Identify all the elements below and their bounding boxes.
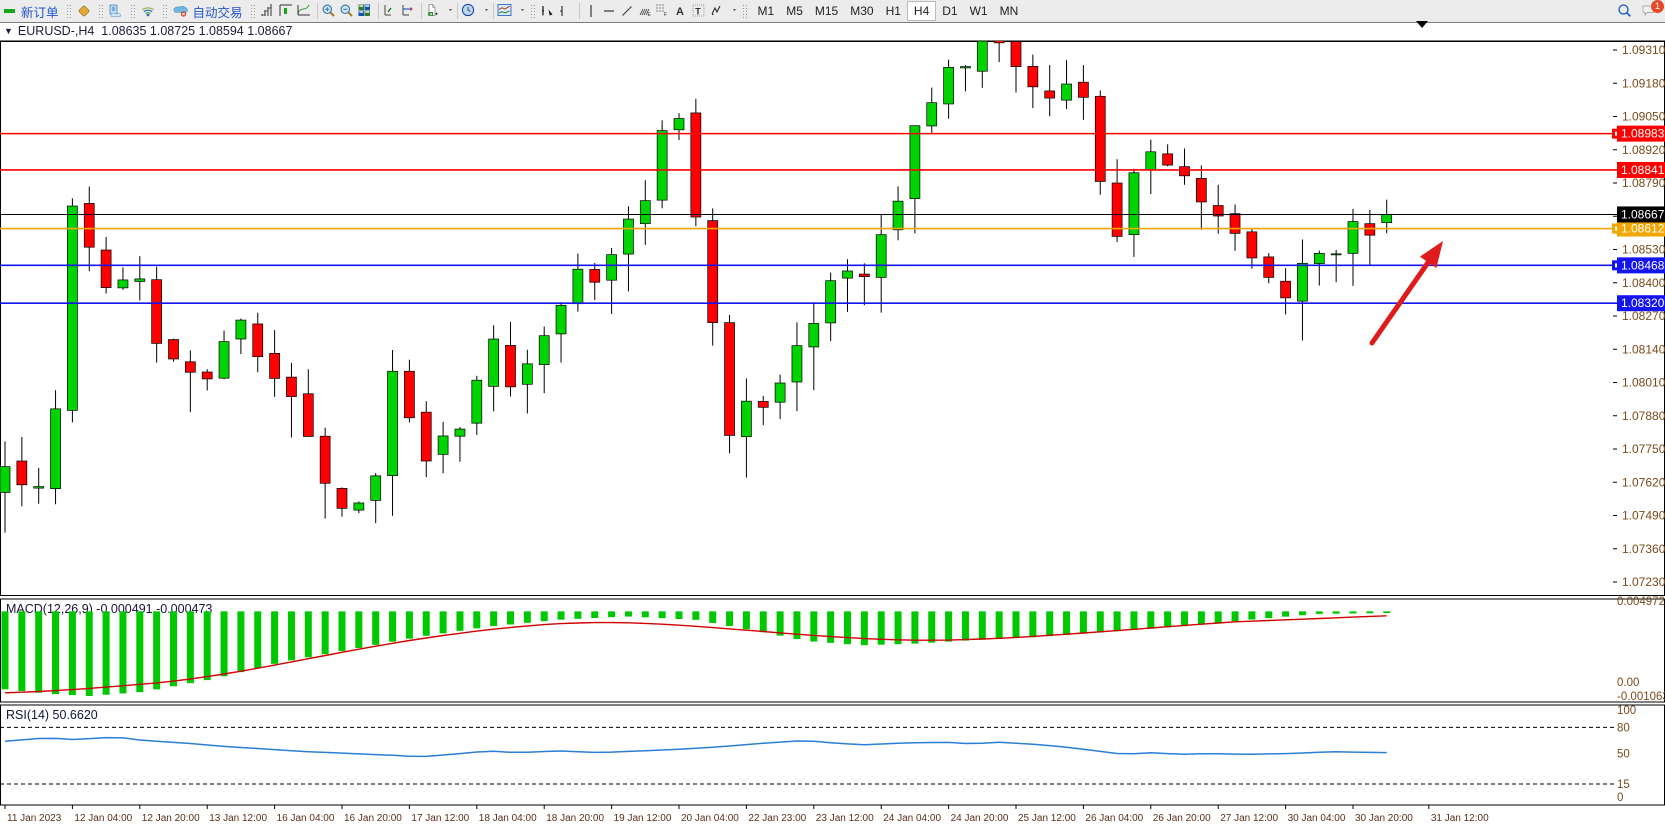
svg-text:1.08320: 1.08320	[1621, 296, 1665, 310]
svg-text:16 Jan 20:00: 16 Jan 20:00	[344, 813, 402, 824]
svg-text:26 Jan 04:00: 26 Jan 04:00	[1085, 813, 1143, 824]
svg-text:0.004972: 0.004972	[1617, 596, 1665, 608]
svg-text:19 Jan 12:00: 19 Jan 12:00	[614, 813, 672, 824]
svg-text:1.08140: 1.08140	[1622, 342, 1665, 356]
svg-text:E: E	[647, 12, 651, 18]
svg-text:15: 15	[1617, 779, 1630, 791]
svg-text:17 Jan 12:00: 17 Jan 12:00	[411, 813, 469, 824]
svg-text:1.09310: 1.09310	[1622, 43, 1665, 57]
svg-text:18 Jan 20:00: 18 Jan 20:00	[546, 813, 604, 824]
svg-text:18 Jan 04:00: 18 Jan 04:00	[479, 813, 537, 824]
svg-text:11 Jan 2023: 11 Jan 2023	[7, 813, 62, 824]
svg-text:20 Jan 04:00: 20 Jan 04:00	[681, 813, 739, 824]
svg-text:25 Jan 12:00: 25 Jan 12:00	[1018, 813, 1076, 824]
svg-text:1.08530: 1.08530	[1622, 243, 1665, 257]
svg-text:0.00: 0.00	[1617, 677, 1639, 689]
svg-text:1.08920: 1.08920	[1622, 143, 1665, 157]
svg-text:100: 100	[1617, 705, 1636, 717]
svg-text:1.08983: 1.08983	[1621, 127, 1665, 141]
svg-text:31 Jan 12:00: 31 Jan 12:00	[1431, 813, 1489, 824]
svg-text:12 Jan 20:00: 12 Jan 20:00	[142, 813, 200, 824]
svg-text:1.08400: 1.08400	[1622, 276, 1665, 290]
svg-text:1.07230: 1.07230	[1622, 575, 1665, 589]
svg-text:16 Jan 04:00: 16 Jan 04:00	[277, 813, 335, 824]
svg-text:-0.001063: -0.001063	[1617, 691, 1665, 703]
svg-text:80: 80	[1617, 722, 1630, 734]
svg-text:1.08841: 1.08841	[1621, 163, 1665, 177]
svg-text:30 Jan 04:00: 30 Jan 04:00	[1288, 813, 1346, 824]
svg-text:1.08612: 1.08612	[1621, 222, 1665, 236]
svg-text:50: 50	[1617, 749, 1630, 761]
svg-text:23 Jan 12:00: 23 Jan 12:00	[816, 813, 874, 824]
svg-text:1.07750: 1.07750	[1622, 442, 1665, 456]
svg-text:1.07880: 1.07880	[1622, 409, 1665, 423]
svg-text:1.08468: 1.08468	[1621, 258, 1665, 272]
svg-text:A: A	[676, 6, 684, 18]
svg-text:RSI(14) 50.6620: RSI(14) 50.6620	[6, 708, 98, 722]
svg-text:T: T	[695, 7, 701, 17]
svg-text:1.08010: 1.08010	[1622, 376, 1665, 390]
svg-text:0: 0	[1617, 792, 1623, 804]
svg-text:1.08667: 1.08667	[1621, 207, 1665, 221]
svg-text:1.09050: 1.09050	[1622, 110, 1665, 124]
svg-text:30 Jan 20:00: 30 Jan 20:00	[1355, 813, 1413, 824]
svg-text:22 Jan 23:00: 22 Jan 23:00	[748, 813, 806, 824]
svg-text:1.07360: 1.07360	[1622, 542, 1665, 556]
svg-text:26 Jan 20:00: 26 Jan 20:00	[1153, 813, 1211, 824]
svg-text:24 Jan 20:00: 24 Jan 20:00	[951, 813, 1009, 824]
svg-text:1.07490: 1.07490	[1622, 509, 1665, 523]
svg-text:27 Jan 12:00: 27 Jan 12:00	[1220, 813, 1278, 824]
svg-text:1.09180: 1.09180	[1622, 76, 1665, 90]
svg-text:F: F	[664, 12, 667, 18]
svg-text:1.07620: 1.07620	[1622, 475, 1665, 489]
svg-text:1.08790: 1.08790	[1622, 176, 1665, 190]
svg-text:13 Jan 12:00: 13 Jan 12:00	[209, 813, 267, 824]
svg-text:24 Jan 04:00: 24 Jan 04:00	[883, 813, 941, 824]
svg-text:12 Jan 04:00: 12 Jan 04:00	[74, 813, 132, 824]
